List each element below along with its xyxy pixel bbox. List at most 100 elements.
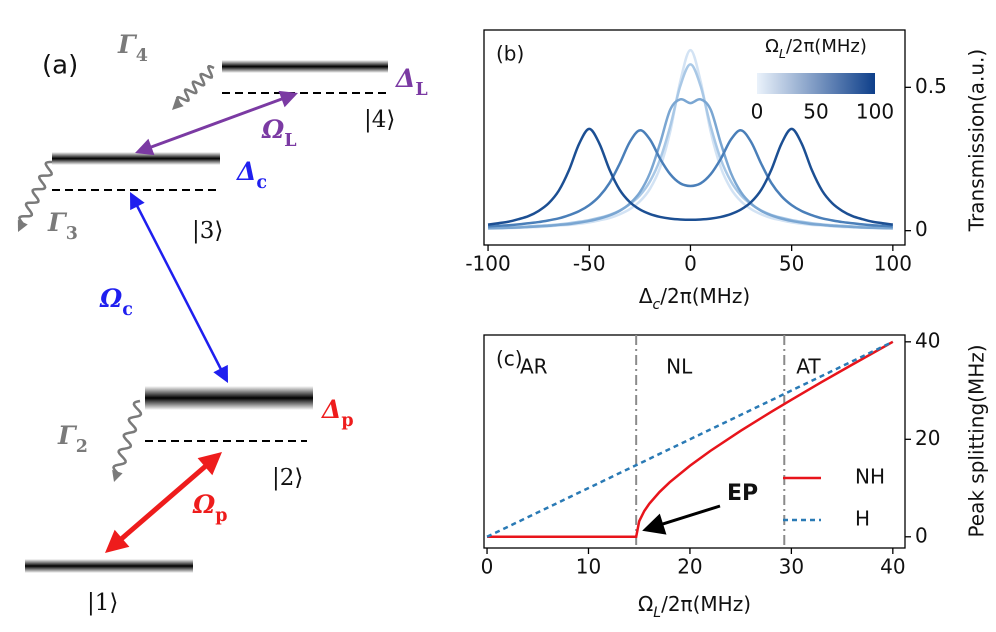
colorbar-tick-label: 100 [856,100,894,124]
arrow-head [642,513,667,535]
plot-frame [483,334,906,549]
colorbar-tick-label: 0 [751,100,764,124]
y-tick-label: 20 [915,426,940,450]
colorbar [757,73,875,94]
arrow-head [130,192,145,211]
x-tick-label: 0 [481,555,494,579]
x-tick-label: -50 [573,252,606,276]
subscript: 2 [76,437,88,457]
decay-label: Γ4 [117,30,148,66]
annotation-label: EP [727,481,758,506]
decay-wave [18,160,53,224]
label-sub: c [653,297,661,313]
x-tick-label: -100 [465,252,510,276]
legend-label: NH [855,465,885,489]
state-label: |1⟩ [87,590,118,616]
y-tick-label: 0 [915,523,928,547]
label-sub: L [653,605,661,621]
decay-label: Γ2 [57,421,88,457]
arrow-head [213,364,228,383]
label-base: Δ [639,284,653,308]
x-tick-label: 50 [779,252,804,276]
level-2 [145,386,313,410]
y-tick-label: 40 [915,328,940,352]
panel-label: (b) [496,42,524,66]
region-label: NL [666,355,693,379]
y-axis-label: Peak splitting(MHz) [965,344,989,537]
x-tick-label: 30 [779,555,804,579]
state-label: |4⟩ [364,107,395,133]
state-label: |2⟩ [272,465,303,491]
detuning-label: Δp [320,395,354,431]
symbol: Δ [394,64,415,93]
arrow-head [278,90,298,108]
legend-label: H [855,507,870,531]
decay-wave [175,65,215,104]
data-line [487,127,894,226]
y-tick-label: 0 [915,217,928,241]
detuning-label: ΔL [394,64,428,100]
y-axis-label: Transmission(a.u.) [965,49,989,232]
symbol: Ω [261,115,285,144]
arrow-head [105,529,130,553]
arrow-head [135,138,155,156]
arrow-head [112,469,123,482]
colorbar-label: ΩL/2π(MHz) [765,36,867,61]
annotation-arrow [659,504,721,527]
subscript: 3 [66,224,78,244]
label-sub: L [779,46,786,61]
coupling-label: Ωp [192,490,228,526]
level-1 [25,559,193,573]
x-axis-label: Δc/2π(MHz) [639,284,750,314]
symbol: Ω [99,284,123,313]
subscript: p [341,411,353,431]
level-4 [222,60,388,73]
subscript: c [122,300,133,320]
arrow-head [17,219,28,232]
coupling-arrow [134,201,224,374]
data-line [488,97,893,230]
x-tick-label: 20 [677,555,702,579]
x-tick-label: 10 [576,555,601,579]
label-rest: /2π(MHz) [661,592,751,616]
symbol: Δ [235,157,256,186]
decay-label: Γ3 [47,208,78,244]
coupling-arrow [145,95,288,151]
arrow-head [197,452,222,476]
subscript: L [284,131,296,151]
label-base: Ω [765,36,779,57]
label-base: Ω [638,592,653,616]
data-line [487,129,893,228]
level-3 [52,152,220,165]
label-rest: /2π(MHz) [660,284,750,308]
y-tick-label: 0.5 [915,74,947,98]
subscript: c [256,173,267,193]
subscript: 4 [136,46,148,66]
symbol: Ω [192,490,216,519]
coupling-label: Ωc [99,284,133,320]
coupling-arrow [115,460,212,545]
x-axis-label: ΩL/2π(MHz) [638,592,751,622]
level-diagram [25,60,390,573]
symbol: Γ [47,208,68,237]
state-label: |3⟩ [192,218,223,244]
decay-wave [112,399,143,474]
plot-frame [483,29,906,246]
colorbar-tick-label: 50 [803,100,828,124]
symbol: Δ [320,395,341,424]
detuning-label: Δc [235,157,267,193]
panel-label: (c) [496,347,523,371]
x-tick-label: 100 [874,252,912,276]
x-tick-label: 40 [880,555,905,579]
region-label: AT [796,355,821,379]
panel-label: (a) [42,51,78,81]
subscript: L [415,80,427,100]
data-line [487,340,894,539]
symbol: Γ [117,30,138,59]
region-label: AR [520,355,548,379]
x-tick-label: 0 [684,252,697,276]
arrow-head [172,98,184,110]
subscript: p [215,506,227,526]
symbol: Γ [57,421,78,450]
